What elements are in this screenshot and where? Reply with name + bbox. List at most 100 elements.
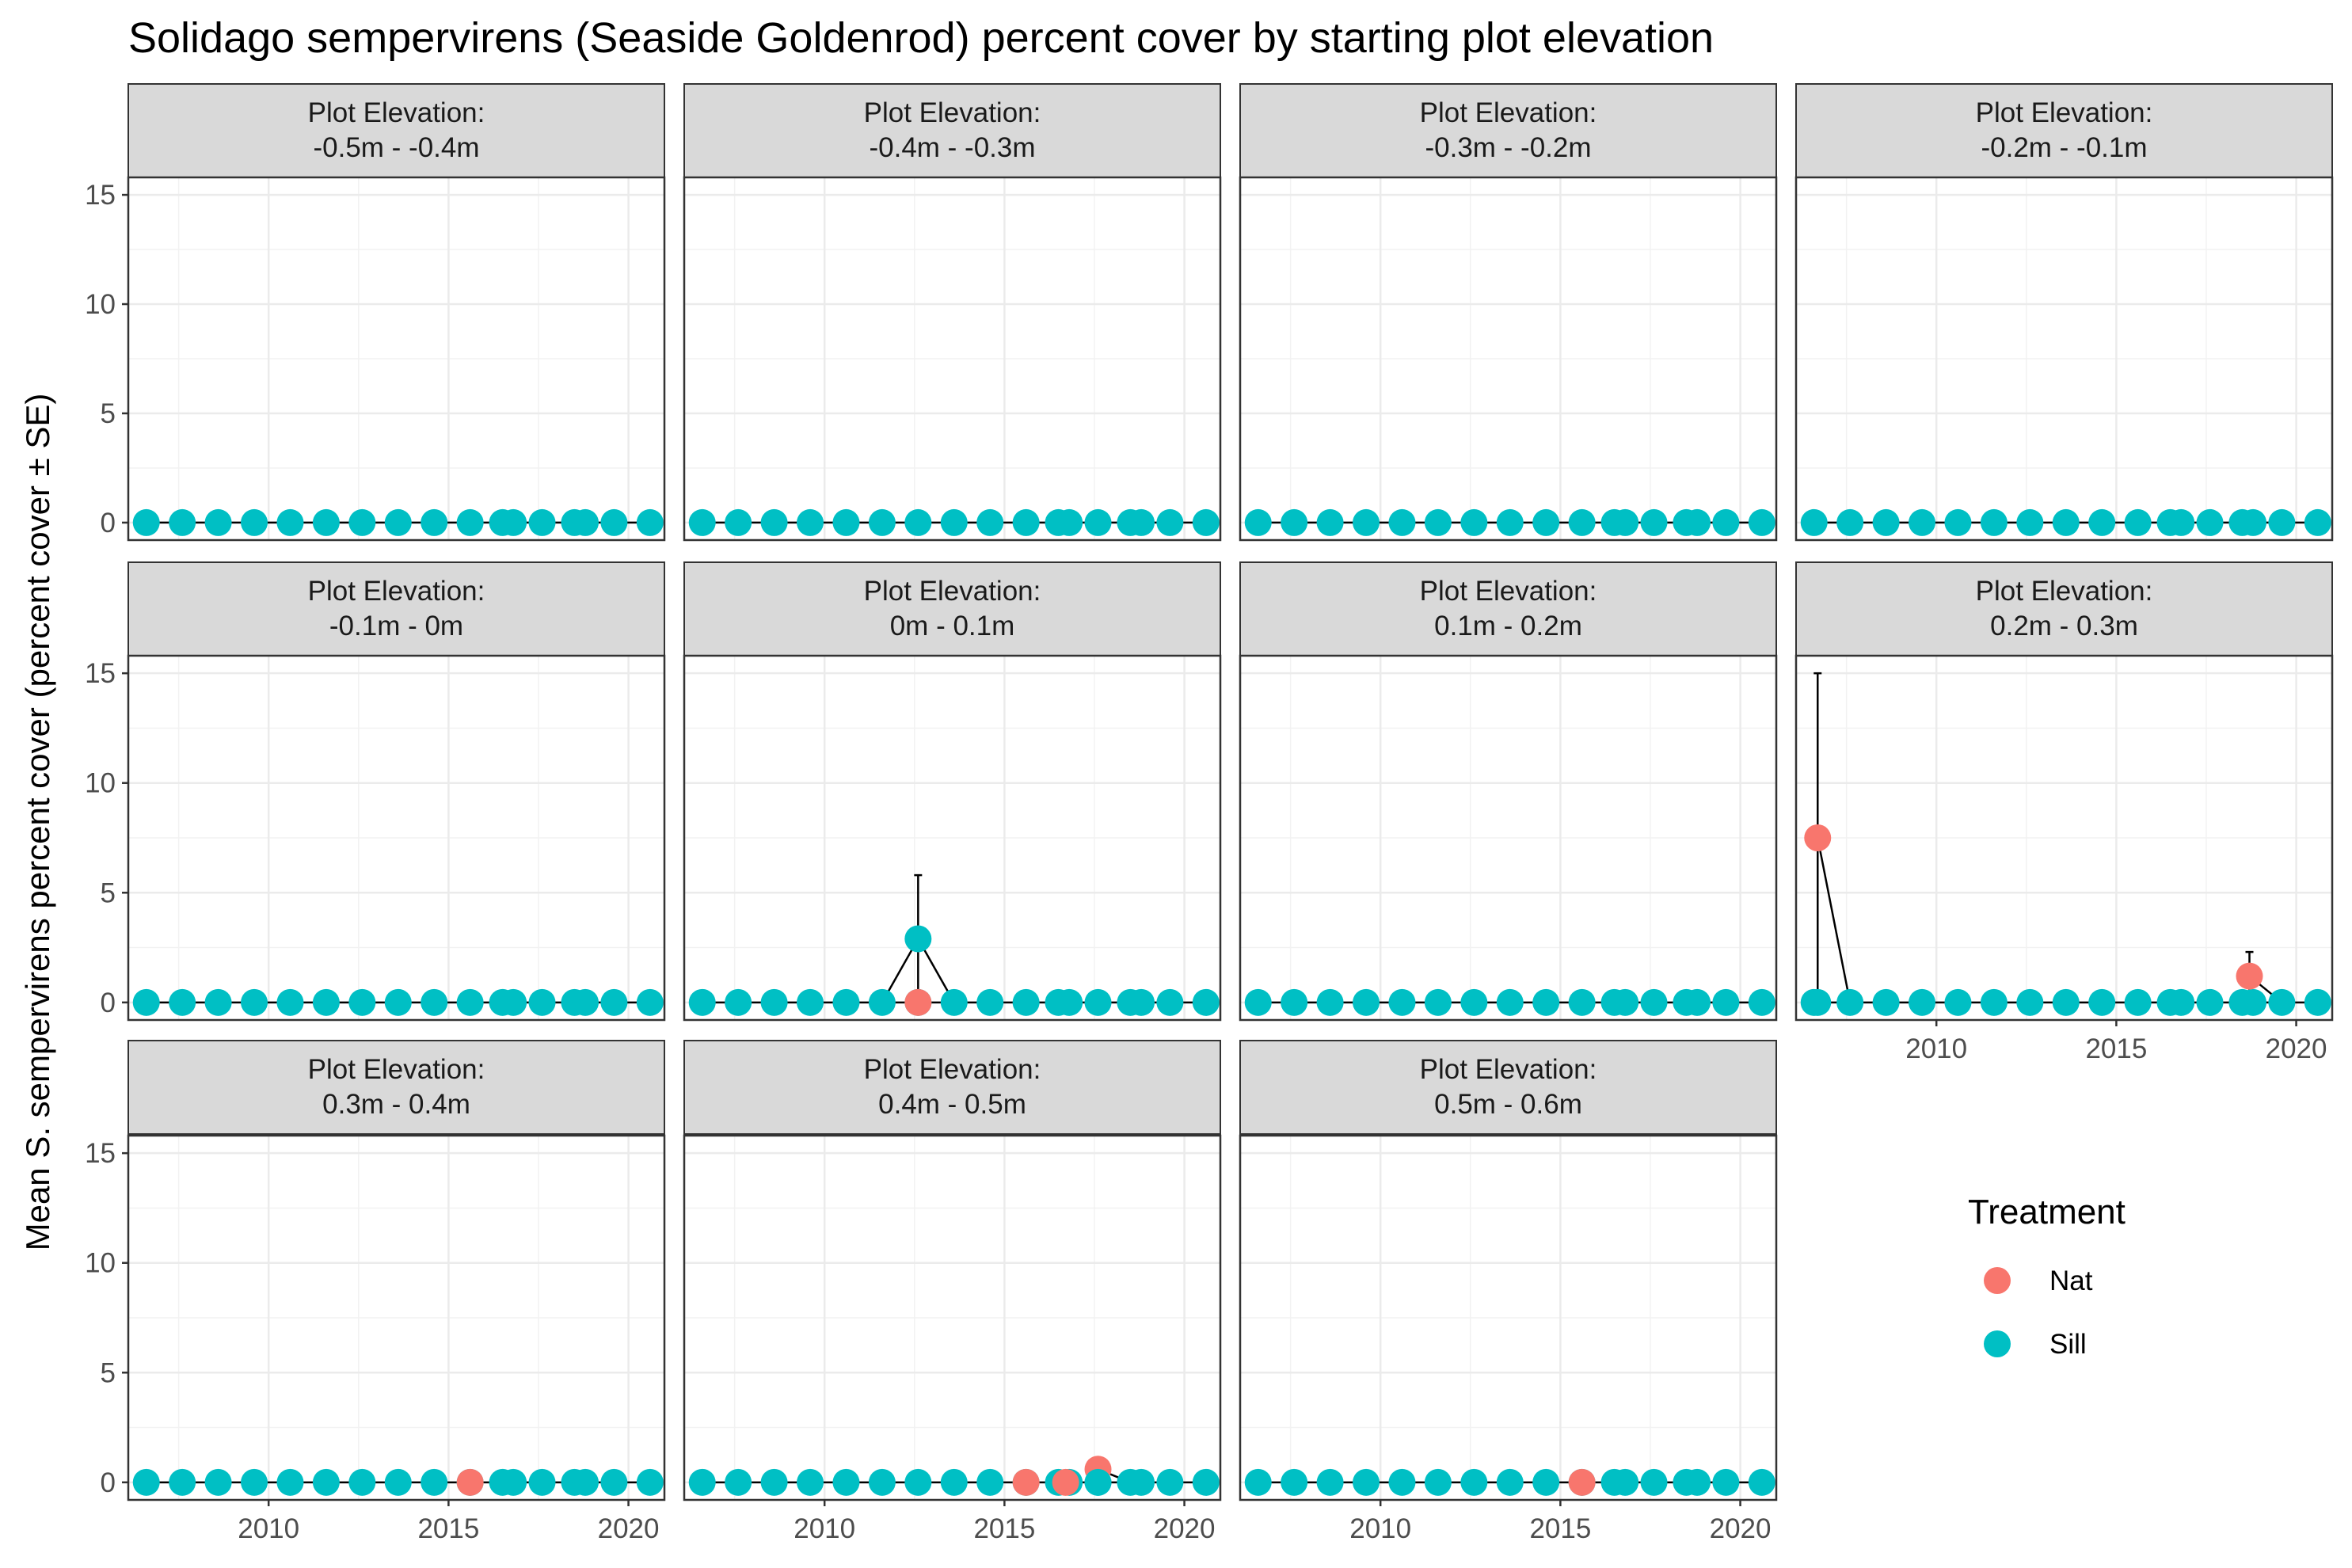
x-tick-label: 2015 — [1529, 1513, 1591, 1544]
facet-strip-label: 0.5m - 0.6m — [1434, 1089, 1582, 1120]
data-point-sill — [500, 508, 527, 536]
data-point-sill — [636, 988, 664, 1016]
data-point-sill — [1804, 988, 1832, 1016]
data-point-sill — [2240, 988, 2267, 1016]
data-point-sill — [760, 508, 788, 536]
data-point-sill — [1084, 508, 1112, 536]
data-point-sill — [1244, 1468, 1272, 1496]
data-point-sill — [1980, 988, 2008, 1016]
data-point-sill — [2268, 988, 2296, 1016]
data-point-nat — [1052, 1468, 1079, 1496]
panel-border — [683, 1134, 1222, 1501]
data-point-sill — [1712, 508, 1740, 536]
data-point-sill — [204, 508, 232, 536]
data-point-sill — [1836, 988, 1864, 1016]
data-point-sill — [1640, 1468, 1668, 1496]
facet-strip-label: -0.3m - -0.2m — [1425, 132, 1591, 163]
data-point-sill — [2124, 508, 2152, 536]
data-point-sill — [572, 1468, 599, 1496]
data-point-sill — [528, 508, 556, 536]
data-point-sill — [204, 988, 232, 1016]
data-point-sill — [2016, 988, 2044, 1016]
chart-title: Solidago sempervirens (Seaside Goldenrod… — [128, 14, 1714, 62]
data-point-sill — [1640, 508, 1668, 536]
data-point-sill — [1056, 508, 1083, 536]
facet-strip-prefix: Plot Elevation: — [308, 576, 485, 607]
data-point-sill — [1192, 988, 1220, 1016]
facet-strip-label: 0.3m - 0.4m — [322, 1089, 470, 1120]
facet-strip-prefix: Plot Elevation: — [864, 97, 1041, 128]
facet-strip-prefix: Plot Elevation: — [1420, 576, 1597, 607]
data-point-sill — [1192, 1468, 1220, 1496]
legend-title: Treatment — [1968, 1193, 2126, 1231]
data-point-sill — [904, 925, 932, 953]
data-point-sill — [1424, 508, 1452, 536]
y-tick-label: 15 — [85, 1138, 116, 1169]
data-point-sill — [688, 1468, 716, 1496]
x-tick-label: 2020 — [598, 1513, 660, 1544]
data-point-sill — [572, 988, 599, 1016]
x-tick-label: 2015 — [2085, 1033, 2147, 1064]
data-point-sill — [1388, 1468, 1416, 1496]
y-tick-label: 0 — [101, 988, 116, 1018]
data-point-sill — [1156, 988, 1184, 1016]
series-line — [1817, 837, 1852, 1003]
x-tick-label: 2010 — [1905, 1033, 1967, 1064]
facet-panel: Plot Elevation: 0m - 0.1m — [683, 561, 1222, 1022]
data-point-sill — [636, 1468, 664, 1496]
data-point-sill — [1084, 988, 1112, 1016]
y-tick-label: 0 — [101, 508, 116, 539]
facet-panel: Plot Elevation: -0.2m - -0.1m — [1794, 83, 2334, 542]
data-point-sill — [1128, 508, 1155, 536]
data-point-sill — [169, 988, 196, 1016]
panel-border — [1239, 1134, 1778, 1501]
data-point-sill — [1909, 508, 1936, 536]
data-point-sill — [600, 508, 628, 536]
data-point-sill — [725, 508, 752, 536]
facet-strip-prefix: Plot Elevation: — [864, 1054, 1041, 1085]
y-tick-label: 10 — [85, 768, 116, 799]
data-point-sill — [600, 1468, 628, 1496]
data-point-sill — [1244, 508, 1272, 536]
data-point-sill — [1909, 988, 1936, 1016]
data-point-sill — [500, 988, 527, 1016]
data-point-sill — [2052, 508, 2080, 536]
data-point-sill — [500, 1468, 527, 1496]
data-point-sill — [1712, 988, 1740, 1016]
data-point-sill — [797, 988, 824, 1016]
panel-border — [1239, 176, 1778, 542]
data-point-sill — [725, 988, 752, 1016]
data-point-sill — [384, 1468, 412, 1496]
panel-border — [1794, 176, 2334, 542]
data-point-sill — [421, 1468, 448, 1496]
data-point-sill — [688, 988, 716, 1016]
facet-strip — [127, 83, 665, 178]
data-point-sill — [797, 1468, 824, 1496]
facet-strip-label: -0.2m - -0.1m — [1981, 132, 2147, 163]
legend-label-nat: Nat — [2049, 1265, 2093, 1296]
data-point-sill — [132, 988, 160, 1016]
data-point-sill — [2016, 508, 2044, 536]
x-tick-label: 2015 — [973, 1513, 1035, 1544]
y-tick-label: 15 — [85, 658, 116, 689]
data-point-sill — [1748, 1468, 1775, 1496]
data-point-sill — [1388, 508, 1416, 536]
data-point-sill — [2196, 508, 2224, 536]
data-point-sill — [276, 508, 304, 536]
legend-key-nat — [1984, 1267, 2011, 1294]
data-point-sill — [241, 508, 268, 536]
facet-strip-label: 0.1m - 0.2m — [1434, 611, 1582, 641]
data-point-nat — [1568, 1468, 1596, 1496]
data-point-sill — [1353, 508, 1380, 536]
data-point-sill — [636, 508, 664, 536]
facet-panel: Plot Elevation: 0.3m - 0.4m 0 5 10 15 2010 2015… — [85, 1040, 666, 1544]
data-point-sill — [1460, 988, 1488, 1016]
data-point-sill — [1156, 508, 1184, 536]
facet-panel: Plot Elevation: 0.2m - 0.3m 2010 2015 2020 — [1794, 561, 2334, 1064]
facet-strip-prefix: Plot Elevation: — [1976, 97, 2153, 128]
data-point-sill — [1872, 508, 1900, 536]
y-tick-label: 15 — [85, 180, 116, 211]
data-point-sill — [1316, 988, 1344, 1016]
facet-panel: Plot Elevation: -0.4m - -0.3m — [683, 83, 1222, 542]
